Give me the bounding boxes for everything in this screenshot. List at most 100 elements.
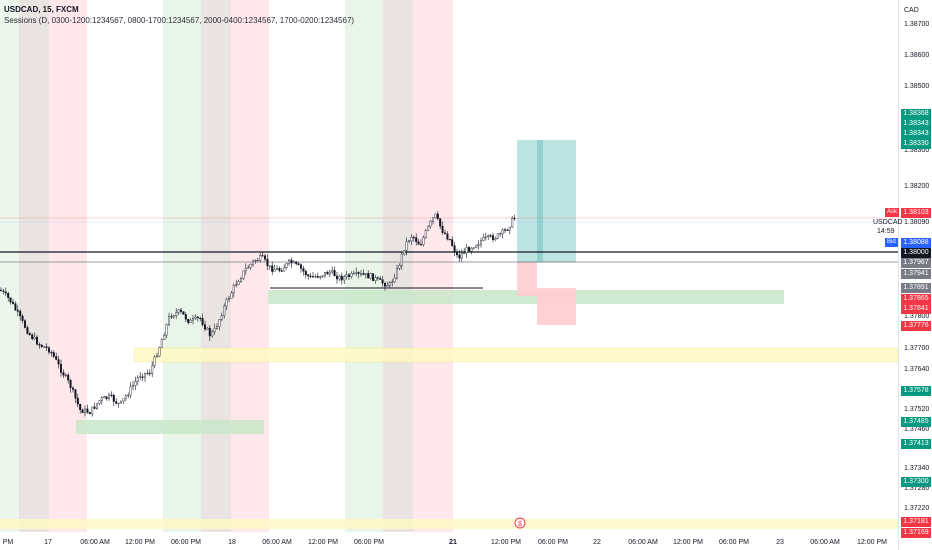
candle-body (160, 339, 163, 348)
candle-body (179, 309, 182, 312)
price-tag: 1.37776 (901, 321, 931, 331)
green-zone-low[interactable] (76, 420, 264, 434)
candlesticks (0, 211, 516, 417)
price-tag: 1.37578 (901, 386, 931, 396)
session-band-green (345, 0, 383, 532)
candle-body (232, 285, 235, 294)
price-tag: 1.37169 (901, 528, 931, 538)
green-zone-high[interactable] (268, 290, 784, 304)
time-axis-label: 23 (776, 539, 784, 546)
candle-body (302, 268, 305, 272)
time-axis-label: 06:00 AM (628, 539, 658, 546)
candle-body (60, 363, 63, 373)
candle-body (43, 346, 46, 348)
candle-body (215, 326, 218, 329)
candle-body (158, 347, 161, 357)
candle-body (312, 276, 315, 278)
candle-body (276, 268, 279, 270)
candle-body (239, 278, 242, 282)
candle-body (448, 238, 451, 241)
candle-body (384, 283, 387, 287)
candle-body (472, 247, 475, 249)
session-shading (0, 0, 453, 532)
time-axis-label: 12:00 PM (857, 539, 887, 546)
candle-body (482, 236, 485, 241)
time-axis-label: 22 (593, 539, 601, 546)
candle-body (134, 381, 137, 386)
candle-body (40, 344, 43, 347)
candle-body (444, 232, 447, 235)
stop-zone-extended[interactable] (537, 288, 576, 325)
candle-body (470, 248, 473, 252)
candle-body (504, 229, 507, 231)
candle-body (9, 297, 12, 303)
candle-body (31, 334, 34, 339)
position-tool[interactable] (517, 140, 576, 325)
session-band-brown (201, 0, 231, 532)
candle-body (494, 237, 497, 240)
candle-body (403, 250, 406, 255)
candle-body (19, 311, 22, 317)
candle-body (328, 271, 331, 275)
candle-body (129, 386, 132, 396)
time-axis-label: 18 (228, 539, 236, 546)
stop-zone[interactable] (517, 262, 537, 296)
candle-body (321, 275, 324, 277)
price-tag: 1.38368 (901, 109, 931, 119)
symbol-title[interactable]: USDCAD, 15, FXCM (4, 5, 79, 14)
sessions-indicator-label[interactable]: Sessions (D, 0300-1200:1234567, 0800-170… (4, 16, 355, 25)
candle-body (242, 270, 245, 279)
candle-body (175, 312, 178, 317)
time-axis-label: 12:00 PM (673, 539, 703, 546)
price-axis-label: 1.38600 (904, 52, 930, 59)
candle-body (261, 255, 264, 257)
candle-body (451, 239, 454, 246)
candle-body (98, 400, 101, 404)
levels (0, 217, 898, 289)
candle-body (355, 272, 358, 274)
candle-body (86, 408, 89, 413)
candle-body (36, 336, 39, 345)
candle-body (182, 311, 185, 315)
candle-body (441, 225, 444, 233)
yellow-zone-mid[interactable] (133, 347, 898, 363)
candle-body (388, 282, 391, 286)
candle-body (235, 284, 238, 286)
candle-body (463, 252, 466, 255)
candle-body (309, 275, 312, 278)
time-axis-label: 06:00 AM (80, 539, 110, 546)
candle-body (477, 243, 480, 246)
candle-body (218, 319, 221, 327)
price-chart[interactable]: $ (0, 0, 898, 550)
candle-body (319, 276, 322, 278)
candle-body (254, 260, 257, 262)
target-zone[interactable] (517, 140, 576, 262)
candle-body (251, 260, 254, 265)
candle-body (225, 299, 228, 307)
price-tag: 1.38343 (901, 119, 931, 129)
candle-body (100, 397, 103, 401)
candle-body (71, 387, 74, 390)
dividend-marker[interactable]: $ (514, 517, 526, 529)
candle-body (456, 251, 459, 256)
candle-body (410, 236, 413, 242)
candle-body (364, 273, 367, 275)
price-tag: 1.37181 (901, 517, 931, 527)
candle-body (249, 264, 252, 268)
price-axis-label: 1.37520 (904, 406, 930, 413)
candle-body (367, 273, 370, 279)
candle-body (0, 289, 3, 292)
candle-body (417, 241, 420, 245)
candle-body (362, 273, 365, 275)
candle-body (324, 272, 327, 277)
candle-body (93, 406, 96, 409)
candle-body (343, 276, 346, 281)
candle-body (24, 320, 27, 328)
candle-body (79, 404, 82, 411)
candle-body (110, 394, 113, 397)
candle-body (297, 263, 300, 266)
candle-body (14, 303, 17, 311)
candle-body (352, 273, 355, 275)
candle-body (50, 352, 53, 354)
dividend-icon[interactable] (514, 517, 526, 529)
